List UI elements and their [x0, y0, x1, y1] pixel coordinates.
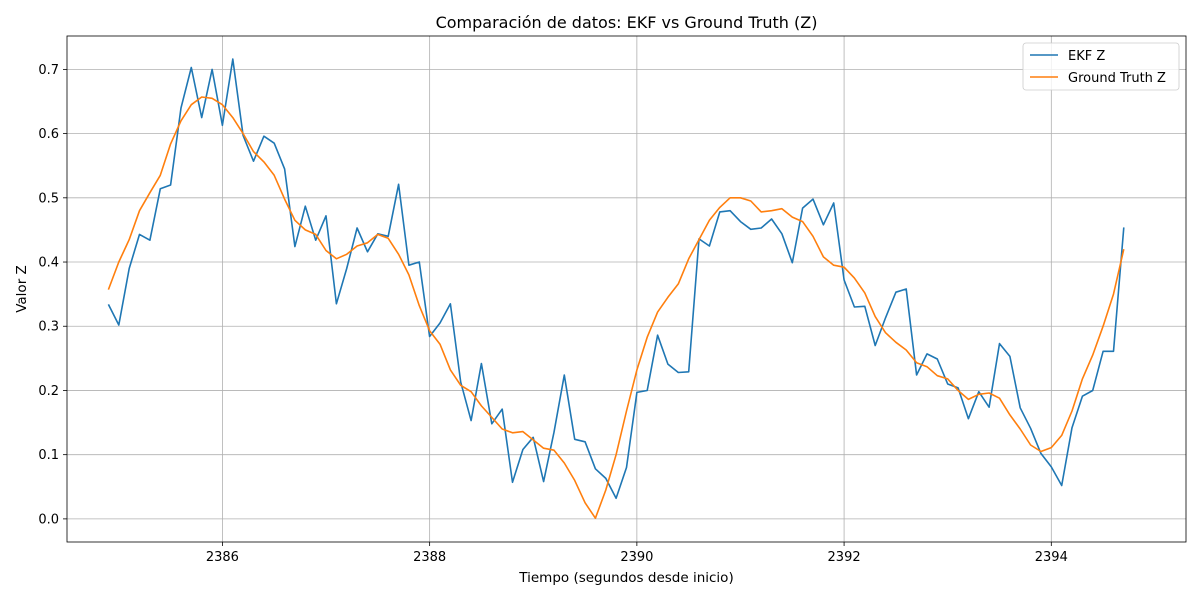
- y-tick-label: 0.2: [38, 384, 59, 399]
- y-tick-label: 0.0: [38, 512, 59, 527]
- chart-title: Comparación de datos: EKF vs Ground Trut…: [436, 13, 818, 32]
- x-axis-label: Tiempo (segundos desde inicio): [518, 570, 733, 586]
- y-tick-label: 0.4: [38, 256, 59, 271]
- ticks: 2386 2388 2390 2392 2394 0.0 0.1 0.2 0.3 0.4 0.5 0.…: [38, 63, 1068, 565]
- x-tick-label: 2394: [1035, 550, 1068, 565]
- grid: [67, 36, 1186, 542]
- y-tick-label: 0.3: [38, 320, 59, 335]
- x-tick-label: 2392: [828, 550, 861, 565]
- x-tick-label: 2386: [206, 550, 239, 565]
- x-tick-label: 2390: [620, 550, 653, 565]
- legend-box: [1022, 42, 1180, 91]
- legend: EKF Z Ground Truth Z: [1022, 42, 1180, 91]
- y-tick-label: 0.6: [38, 127, 59, 142]
- series-group: [107, 58, 1125, 520]
- x-tick-label: 2388: [413, 550, 446, 565]
- y-tick-label: 0.1: [38, 448, 59, 463]
- y-tick-label: 0.7: [38, 63, 59, 78]
- y-axis-label: Valor Z: [14, 265, 30, 313]
- legend-label: Ground Truth Z: [1068, 71, 1166, 86]
- series-line-ground-truth-z: [107, 96, 1125, 520]
- y-tick-label: 0.5: [38, 191, 59, 206]
- legend-label: EKF Z: [1068, 49, 1105, 64]
- plot-frame: [66, 35, 1187, 543]
